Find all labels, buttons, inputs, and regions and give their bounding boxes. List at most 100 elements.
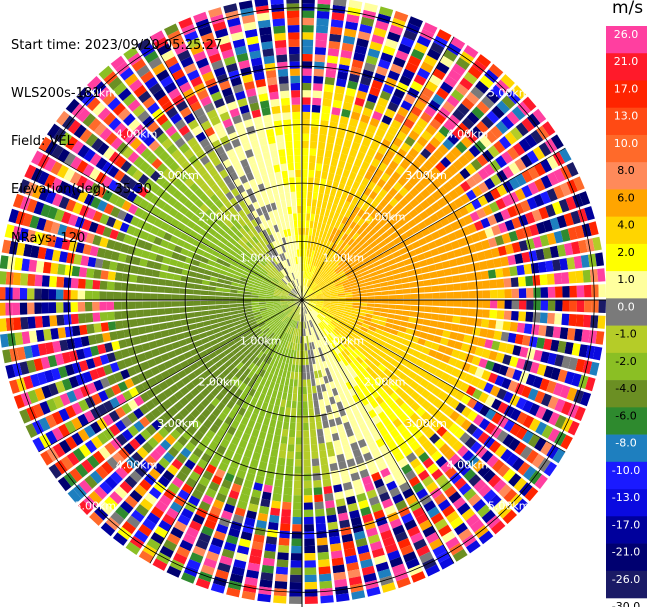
velocity-gate	[296, 294, 302, 300]
velocity-gate	[427, 154, 439, 166]
velocity-gate	[183, 351, 193, 360]
velocity-gate	[198, 424, 209, 435]
velocity-gate	[237, 290, 245, 294]
velocity-gate	[179, 396, 189, 407]
velocity-gate	[463, 45, 479, 59]
velocity-gate	[474, 140, 487, 153]
velocity-gate	[526, 300, 534, 310]
velocity-gate	[92, 280, 101, 290]
velocity-gate	[421, 86, 435, 99]
velocity-gate	[305, 314, 308, 322]
velocity-gate	[272, 113, 282, 122]
velocity-gate	[440, 235, 451, 245]
velocity-gate	[345, 304, 353, 308]
velocity-gate	[303, 278, 306, 286]
velocity-gate	[286, 318, 292, 326]
velocity-gate	[159, 322, 168, 331]
velocity-gate	[270, 250, 277, 258]
velocity-gate	[156, 113, 169, 126]
velocity-gate	[425, 531, 440, 544]
velocity-gate	[315, 39, 327, 48]
velocity-gate	[290, 304, 297, 310]
velocity-gate	[174, 211, 185, 222]
velocity-gate	[192, 160, 203, 171]
velocity-gate	[189, 471, 201, 482]
velocity-gate	[454, 359, 465, 370]
velocity-gate	[92, 102, 106, 116]
velocity-gate	[434, 238, 444, 247]
velocity-gate	[251, 297, 259, 300]
velocity-gate	[348, 387, 357, 397]
velocity-gate	[597, 268, 606, 282]
velocity-gate	[250, 397, 258, 406]
velocity-gate	[483, 489, 497, 503]
velocity-gate	[375, 20, 389, 31]
velocity-gate	[528, 418, 541, 432]
velocity-gate	[173, 520, 187, 533]
velocity-gate	[273, 304, 281, 308]
velocity-gate	[547, 352, 557, 366]
velocity-gate	[251, 300, 259, 303]
velocity-gate	[107, 321, 117, 331]
velocity-gate	[240, 318, 248, 324]
velocity-gate	[114, 272, 123, 282]
velocity-gate	[345, 256, 353, 264]
velocity-gate	[286, 155, 294, 164]
velocity-gate	[31, 184, 43, 199]
velocity-gate	[277, 68, 289, 77]
velocity-gate	[319, 270, 325, 278]
velocity-gate	[538, 206, 549, 220]
velocity-gate	[162, 336, 172, 345]
velocity-gate	[267, 403, 274, 412]
velocity-gate	[109, 491, 123, 505]
velocity-gate	[282, 290, 289, 295]
velocity-gate	[130, 509, 145, 523]
velocity-gate	[439, 300, 447, 307]
velocity-gate	[329, 165, 337, 174]
velocity-gate	[196, 89, 209, 101]
velocity-gate	[242, 206, 251, 215]
velocity-gate	[370, 399, 379, 409]
velocity-gate	[114, 155, 127, 169]
velocity-gate	[507, 380, 519, 393]
velocity-gate	[359, 303, 368, 307]
velocity-gate	[407, 111, 419, 123]
velocity-gate	[64, 326, 74, 338]
velocity-gate	[292, 516, 302, 525]
velocity-gate	[284, 259, 289, 267]
velocity-gate	[481, 95, 495, 109]
velocity-gate	[313, 68, 324, 77]
velocity-gate	[392, 222, 401, 231]
velocity-gate	[240, 7, 254, 17]
velocity-gate	[129, 319, 138, 328]
velocity-gate	[509, 356, 519, 368]
velocity-gate	[319, 185, 325, 194]
velocity-gate	[57, 180, 69, 194]
velocity-gate	[315, 325, 321, 333]
velocity-gate	[215, 569, 229, 580]
velocity-gate	[571, 241, 581, 255]
velocity-gate	[313, 266, 319, 275]
velocity-gate	[208, 544, 222, 555]
velocity-gate	[119, 127, 132, 141]
velocity-gate	[223, 348, 232, 356]
velocity-gate	[256, 415, 264, 424]
velocity-gate	[241, 258, 249, 265]
velocity-gate	[324, 76, 335, 86]
velocity-gate	[69, 468, 83, 483]
velocity-gate	[455, 83, 469, 96]
velocity-gate	[139, 334, 149, 344]
velocity-gate	[290, 319, 295, 327]
velocity-gate	[284, 333, 289, 341]
velocity-gate	[87, 334, 97, 346]
velocity-gate	[100, 522, 116, 537]
velocity-gate	[263, 278, 271, 284]
velocity-gate	[247, 562, 261, 572]
velocity-gate	[191, 259, 201, 267]
velocity-gate	[444, 466, 457, 479]
velocity-gate	[280, 261, 286, 269]
velocity-gate	[331, 227, 338, 236]
velocity-gate	[259, 361, 266, 369]
velocity-gate	[313, 286, 320, 292]
velocity-gate	[150, 244, 160, 253]
